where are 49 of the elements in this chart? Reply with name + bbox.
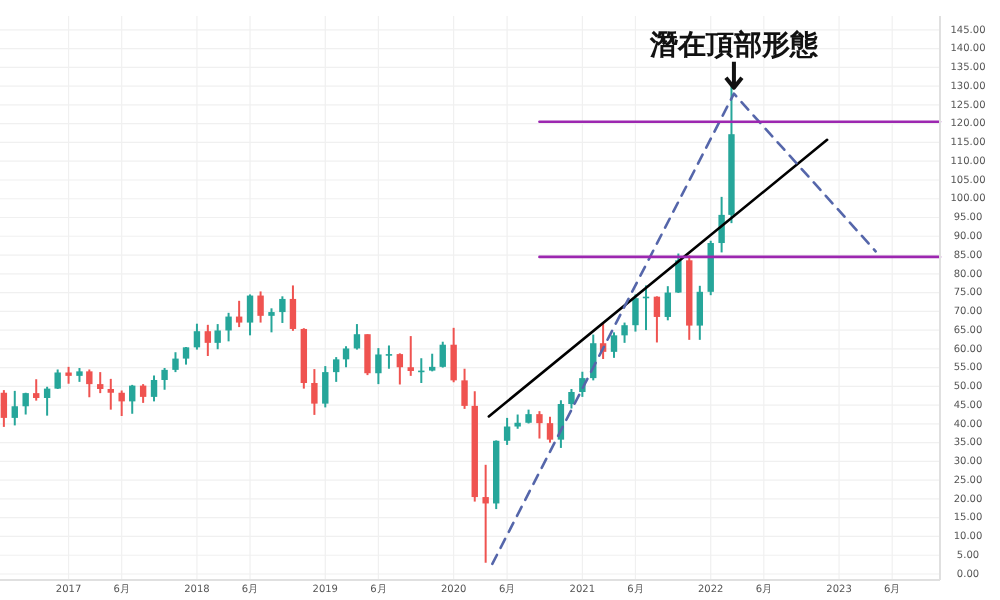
candlestick xyxy=(342,345,350,369)
candlestick xyxy=(289,284,297,332)
candlestick xyxy=(396,352,404,386)
candlestick xyxy=(450,326,457,384)
candlestick xyxy=(482,463,489,564)
candlestick xyxy=(97,371,104,395)
candlestick xyxy=(353,323,361,351)
candlestick xyxy=(311,368,318,416)
candlestick xyxy=(204,323,212,357)
candlestick xyxy=(632,293,639,333)
candlestick xyxy=(246,293,254,337)
candlestick xyxy=(118,389,125,418)
candlestick xyxy=(225,311,232,343)
candlestick xyxy=(375,347,382,386)
candlestick xyxy=(653,295,661,344)
candlestick xyxy=(322,365,329,409)
candlestick xyxy=(664,285,672,322)
candlestick xyxy=(364,333,371,377)
candlestick xyxy=(546,415,554,444)
candlestick xyxy=(718,195,725,254)
candlestick xyxy=(235,299,243,329)
candlestick xyxy=(536,410,543,440)
candlestick xyxy=(0,389,8,428)
candlestick xyxy=(461,367,468,410)
candlestick xyxy=(503,416,511,446)
candlestick xyxy=(696,284,704,341)
candlestick xyxy=(43,385,51,417)
candlestick xyxy=(33,378,40,402)
candlestick xyxy=(439,340,446,369)
candlestick xyxy=(257,290,264,324)
candlestick xyxy=(150,374,158,403)
annotation: 潛在頂部形態 xyxy=(647,27,820,62)
candlestick xyxy=(568,388,575,410)
candlestick xyxy=(86,368,93,399)
candlestick xyxy=(675,252,682,294)
candlestick xyxy=(621,321,628,344)
candlestick xyxy=(610,331,618,359)
candlestick xyxy=(172,351,179,374)
candlestick xyxy=(268,307,275,334)
candlestick xyxy=(332,356,340,383)
candlestick xyxy=(214,323,221,351)
candlestick xyxy=(139,383,147,404)
candlestick xyxy=(11,389,18,427)
candlestick xyxy=(385,344,393,370)
candlestick xyxy=(279,295,286,324)
candlestick xyxy=(407,335,414,377)
candlestick xyxy=(161,366,168,391)
candlestick xyxy=(193,322,201,351)
candlestick xyxy=(107,377,114,411)
